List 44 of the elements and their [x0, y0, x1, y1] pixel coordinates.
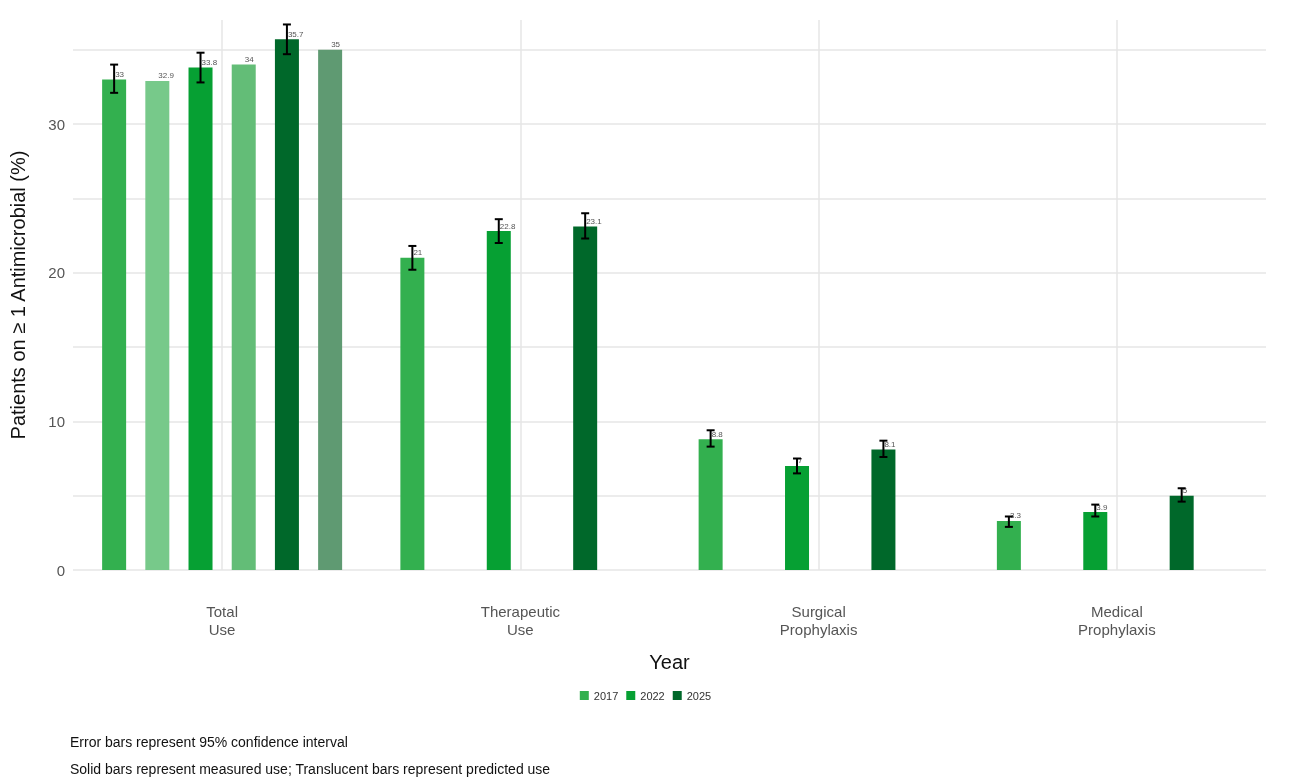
data-label: 33 [115, 69, 125, 79]
data-label: 35.7 [287, 29, 305, 39]
data-label: 3.3 [1009, 511, 1022, 521]
text: Solid bars represent measured use; Translucent bars represent predicted use [70, 761, 551, 777]
bar [573, 226, 598, 570]
data-label: 35 [331, 40, 341, 50]
y-tick-label: 0 [56, 561, 65, 579]
bar [1083, 512, 1108, 570]
data-label: 23.1 [586, 217, 603, 227]
bar [400, 257, 425, 570]
data-label: 34 [244, 55, 255, 65]
bar [318, 49, 343, 570]
x-tick-label: Therapeutic Use [480, 602, 561, 638]
legend-label: 2022 [640, 689, 665, 702]
x-tick-label: Surgical Prophylaxis [779, 602, 858, 638]
x-axis-title: Year [649, 651, 691, 673]
bar [102, 79, 127, 570]
legend-label: 2025 [686, 689, 712, 702]
data-label: 7 [798, 456, 804, 466]
y-tick-label: 30 [48, 115, 65, 133]
bar [785, 465, 810, 570]
bar [231, 64, 256, 570]
x-tick-label: Medical Prophylaxis [1078, 602, 1156, 638]
bar [145, 80, 170, 570]
bar [188, 67, 213, 570]
data-label: 21 [413, 248, 423, 258]
y-tick-label: 20 [48, 264, 65, 282]
data-label: 33.8 [201, 58, 218, 68]
data-label: 32.9 [158, 71, 175, 81]
y-tick-label: 10 [48, 412, 65, 430]
data-label: 8.1 [884, 440, 897, 450]
bar [1169, 495, 1194, 570]
bar [996, 520, 1021, 570]
text: Error bars represent 95% confidence interval [70, 734, 348, 750]
data-label: 22.8 [499, 221, 516, 231]
y-axis-title: Patients on ≥ 1 Antimicrobial (%) [7, 150, 29, 440]
legend-label: 2017 [593, 689, 619, 702]
bar [486, 231, 511, 570]
x-tick-label: Total Use [206, 602, 238, 638]
bar [871, 449, 896, 570]
bar [698, 439, 723, 570]
data-label: 8.8 [711, 429, 724, 439]
bar [274, 39, 299, 570]
data-label: 3.9 [1096, 502, 1108, 512]
